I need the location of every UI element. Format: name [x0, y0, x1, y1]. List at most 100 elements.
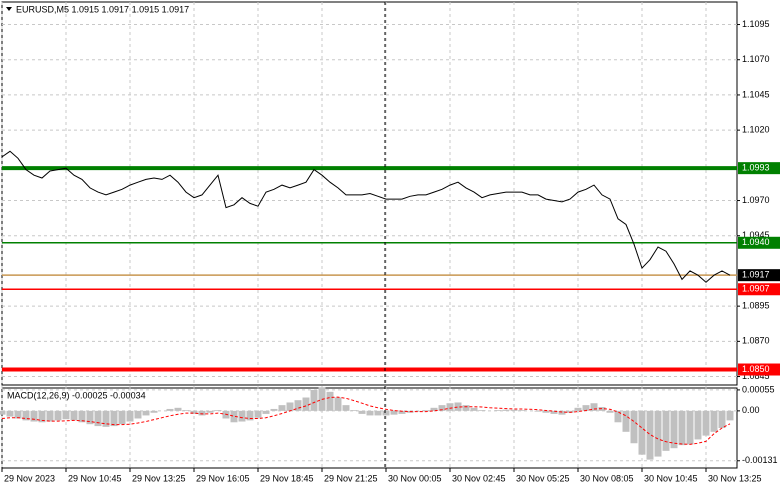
macd-bar [414, 410, 422, 412]
x-tick-label: 29 Nov 21:25 [324, 473, 378, 483]
macd-bar [686, 410, 694, 445]
macd-bar [206, 410, 214, 413]
macd-bar [174, 407, 182, 411]
macd-bar [454, 402, 462, 411]
macd-bar [198, 410, 206, 416]
macd-bar [446, 403, 454, 411]
macd-bar [278, 405, 286, 411]
macd-bar [670, 410, 678, 449]
macd-bar [558, 410, 566, 415]
x-tick-label: 30 Nov 10:45 [644, 473, 698, 483]
macd-bar [702, 410, 710, 436]
macd-bar [86, 410, 94, 425]
macd-bar [662, 410, 670, 451]
macd-bar [694, 410, 702, 440]
macd-bar [598, 407, 606, 411]
macd-bar [566, 410, 574, 413]
macd-bar [678, 410, 686, 446]
macd-bar [262, 410, 270, 414]
macd-bar [518, 410, 526, 411]
y-tick-label: 0.00055 [742, 384, 775, 394]
macd-bar [30, 410, 38, 422]
macd-panel [1, 387, 738, 469]
macd-bar [494, 410, 502, 411]
macd-bar [718, 410, 726, 428]
price-level-label: 1.0850 [742, 364, 770, 374]
macd-bar [326, 391, 334, 411]
macd-bar [238, 410, 246, 422]
macd-bar [118, 410, 126, 425]
macd-bar [134, 410, 142, 419]
x-tick-label: 29 Nov 13:25 [132, 473, 186, 483]
macd-bar [102, 410, 110, 427]
macd-bar [398, 410, 406, 414]
y-tick-label: 1.0970 [742, 195, 770, 205]
macd-bar [190, 410, 198, 414]
macd-bar [126, 410, 134, 422]
macd-bar [614, 410, 622, 423]
macd-bar [14, 410, 22, 419]
y-tick-label: 1.0870 [742, 336, 770, 346]
y-tick-label: -0.00131 [742, 455, 778, 465]
macd-bar [302, 397, 310, 411]
macd-bar [502, 409, 510, 411]
chart-title: EURUSD,M5 1.0915 1.0917 1.0915 1.0917 [16, 4, 189, 14]
macd-bar [438, 405, 446, 411]
x-tick-label: 30 Nov 05:25 [516, 473, 570, 483]
macd-bar [382, 410, 390, 416]
macd-bar [78, 410, 86, 423]
plot-layer [0, 2, 740, 472]
macd-bar [254, 410, 262, 418]
macd-bar [470, 407, 478, 411]
price-level-label: 1.0993 [742, 163, 770, 173]
macd-bar [478, 410, 486, 411]
macd-bar [166, 408, 174, 411]
macd-bar [150, 410, 158, 413]
macd-bar [54, 410, 62, 421]
macd-bar [550, 410, 558, 414]
macd-bar [654, 410, 662, 457]
price-level-badge [738, 269, 780, 282]
macd-bar [286, 402, 294, 411]
macd-bar [510, 409, 518, 411]
macd-bar [310, 389, 318, 411]
macd-bar [646, 410, 654, 460]
macd-bar [270, 408, 278, 411]
macd-bar [622, 410, 630, 432]
macd-bar [542, 410, 550, 413]
price-level-label: 1.0940 [742, 237, 770, 247]
macd-bar [0, 410, 6, 415]
macd-bar [94, 410, 102, 427]
x-tick-label: 29 Nov 18:45 [260, 473, 314, 483]
macd-title: MACD(12,26,9) -0.00025 -0.00034 [7, 390, 146, 400]
macd-bar [358, 410, 366, 414]
macd-bar [246, 410, 254, 421]
macd-bar [366, 410, 374, 416]
y-tick-label: 1.1070 [742, 54, 770, 64]
macd-bar [534, 410, 542, 412]
macd-bar [350, 410, 358, 411]
x-tick-label: 30 Nov 08:05 [580, 473, 634, 483]
macd-bar [334, 397, 342, 411]
y-tick-label: 1.0945 [742, 230, 770, 240]
macd-bar [630, 410, 638, 444]
price-level-badge [738, 283, 780, 296]
y-tick-label: 1.1020 [742, 125, 770, 135]
price-level-badge [738, 236, 780, 249]
macd-bar [606, 410, 614, 413]
macd-bar [430, 407, 438, 411]
x-tick-label: 30 Nov 13:25 [708, 473, 762, 483]
macd-bar [110, 410, 118, 427]
price-level-label: 1.0917 [742, 270, 770, 280]
y-tick-label: 1.0895 [742, 301, 770, 311]
y-tick-label: 0.00 [742, 405, 760, 415]
macd-bar [230, 410, 238, 423]
symbol-menu-icon[interactable] [6, 7, 12, 11]
macd-bar [582, 405, 590, 411]
y-tick-label: 1.1045 [742, 89, 770, 99]
macd-bar [294, 400, 302, 411]
macd-bar [38, 410, 46, 423]
macd-bar [462, 405, 470, 411]
price-level-badge [738, 162, 780, 175]
